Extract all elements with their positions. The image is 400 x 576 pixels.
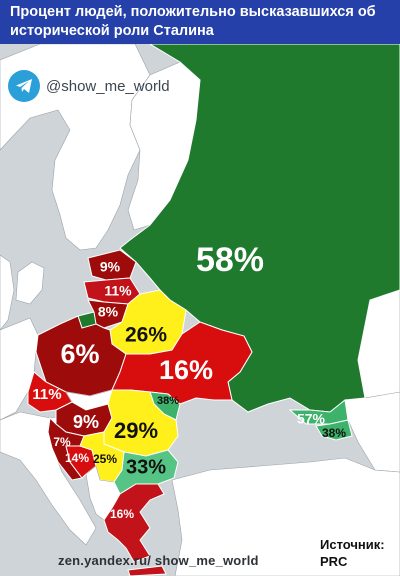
channel-handle[interactable]: @show_me_world [8,70,170,102]
label-hungary: 9% [73,412,99,432]
region-lithuania [87,299,129,329]
label-lithuania: 8% [98,304,119,320]
paper-plane-icon [16,79,32,93]
label-czechia: 11% [32,386,61,403]
page-title: Процент людей, положительно высказавшихс… [10,4,376,39]
footer-credit: zen.yandex.ru/ show_me_world [58,553,259,568]
label-romania: 29% [114,418,158,443]
label-croatia: 7% [53,435,71,449]
source-note: Источник: PRC [320,536,385,570]
label-latvia: 11% [104,283,132,299]
label-armenia: 38% [322,426,346,440]
region-armenia [315,419,353,441]
label-georgia: 57% [297,411,326,427]
label-bulgaria: 33% [126,456,166,478]
label-ukraine: 16% [159,355,213,385]
land-denmark [15,261,45,305]
region-georgia [288,399,349,425]
label-greece: 16% [110,507,134,521]
label-estonia: 9% [100,259,121,275]
region-crete [127,565,167,576]
channel-handle-text: @show_me_world [46,77,170,95]
label-belarus: 26% [125,324,167,347]
label-poland: 6% [60,339,99,369]
source-value: PRC [320,554,348,569]
land-uk [0,254,15,331]
label-moldova: 38% [157,395,179,407]
region-greece [103,483,165,563]
title-banner: Процент людей, положительно высказавшихс… [0,0,400,44]
label-serbia: 25% [93,452,117,466]
label-russia: 58% [196,241,264,279]
telegram-icon [8,70,40,102]
label-bosnia: 14% [65,451,89,465]
source-label: Источник: [320,537,385,552]
